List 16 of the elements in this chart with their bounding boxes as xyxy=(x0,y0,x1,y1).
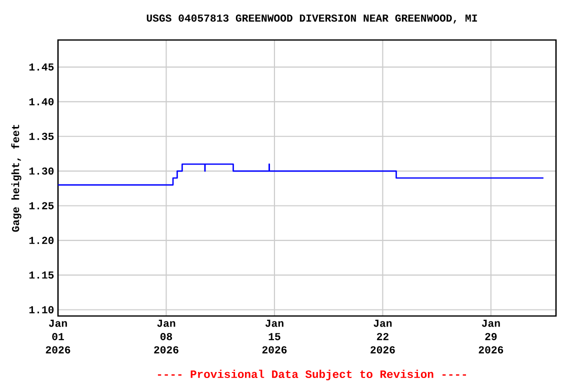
y-tick-label: 1.45 xyxy=(29,63,54,71)
y-tick-label: 1.25 xyxy=(29,202,54,210)
x-tick-label: Jan 01 2026 xyxy=(46,320,70,354)
y-axis-title: Gage height, feet xyxy=(11,124,22,232)
x-tick-label: Jan 15 2026 xyxy=(262,320,287,354)
x-tick-label: Jan 08 2026 xyxy=(154,320,178,354)
y-tick-label: 1.40 xyxy=(29,98,54,106)
y-tick-label: 1.35 xyxy=(29,132,54,140)
x-tick-label: Jan 22 2026 xyxy=(370,320,395,354)
y-tick-label: 1.20 xyxy=(29,236,54,244)
y-tick-label: 1.10 xyxy=(29,306,54,314)
y-tick-label: 1.30 xyxy=(29,167,54,175)
chart-title: USGS 04057813 GREENWOOD DIVERSION NEAR GREENWOOD, MI xyxy=(146,14,477,24)
text: ---- Provisional Data Subject to Revision ---- xyxy=(158,370,466,380)
x-tick-label: Jan 29 2026 xyxy=(478,320,504,354)
y-tick-label: 1.15 xyxy=(29,272,54,279)
